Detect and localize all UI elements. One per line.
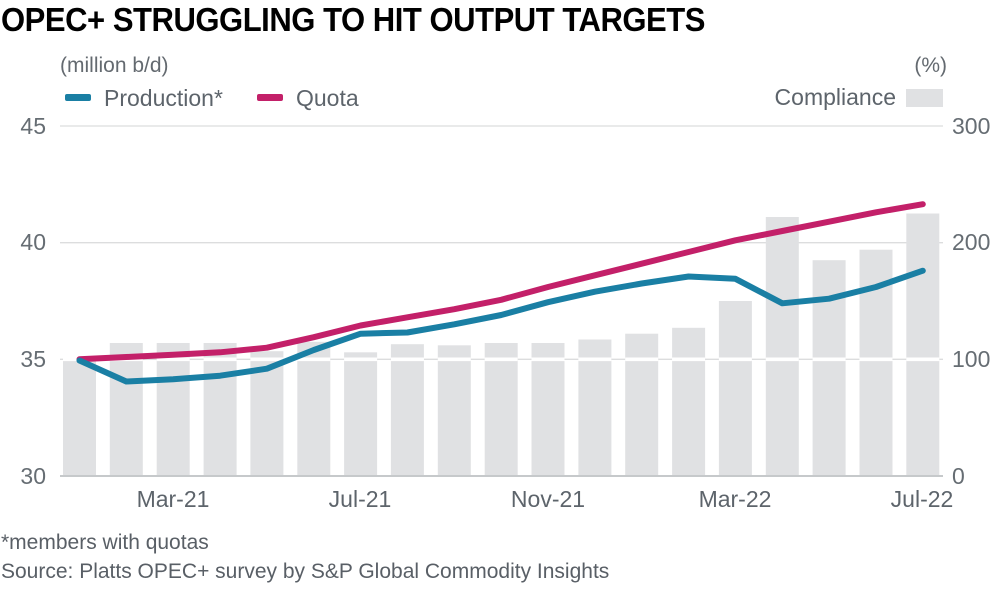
footnote: *members with quotas [1,531,209,554]
compliance-bar [906,213,940,476]
quota-line [76,201,926,363]
compliance-bar [718,301,752,476]
x-tick-mar21: Mar-21 [136,486,210,512]
compliance-bar [344,352,378,476]
compliance-bar [297,341,331,476]
right-axis-unit: (%) [914,54,947,77]
compliance-swatch [906,88,943,107]
left-tick-40: 40 [20,229,46,255]
compliance-bar [109,343,143,476]
compliance-bar [531,343,565,476]
source-line: Source: Platts OPEC+ survey by S&P Globa… [1,560,610,583]
right-tick-0: 0 [952,463,965,489]
compliance-bar [812,260,846,476]
right-tick-300: 300 [952,113,991,139]
legend-compliance: Compliance [775,84,943,111]
right-tick-100: 100 [952,346,991,372]
left-tick-30: 30 [20,463,46,489]
left-tick-45: 45 [20,113,46,139]
compliance-bar [578,339,612,476]
legend-compliance-label: Compliance [774,84,896,110]
compliance-bar [437,345,471,476]
production-swatch [65,94,91,101]
x-tick-jul21: Jul-21 [328,486,392,512]
chart-title: OPEC+ STRUGGLING TO HIT OUTPUT TARGETS [1,1,705,38]
compliance-bar [156,343,190,476]
compliance-bar [765,217,799,476]
compliance-bar [672,327,706,476]
compliance-bar [63,359,96,476]
left-axis-unit: (million b/d) [60,54,169,77]
right-tick-200: 200 [952,229,991,255]
left-tick-35: 35 [20,346,46,372]
production-line [76,267,926,385]
legend-quota-label: Quota [296,85,359,111]
compliance-bar [390,344,424,476]
x-tick-mar22: Mar-22 [698,486,772,512]
quota-swatch [257,94,283,101]
legend-production-label: Production* [104,85,223,111]
compliance-bar [625,333,659,476]
compliance-bar [484,343,518,476]
compliance-bar [203,343,237,476]
x-tick-nov21: Nov-21 [510,486,586,512]
x-tick-jul22: Jul-22 [890,486,954,512]
